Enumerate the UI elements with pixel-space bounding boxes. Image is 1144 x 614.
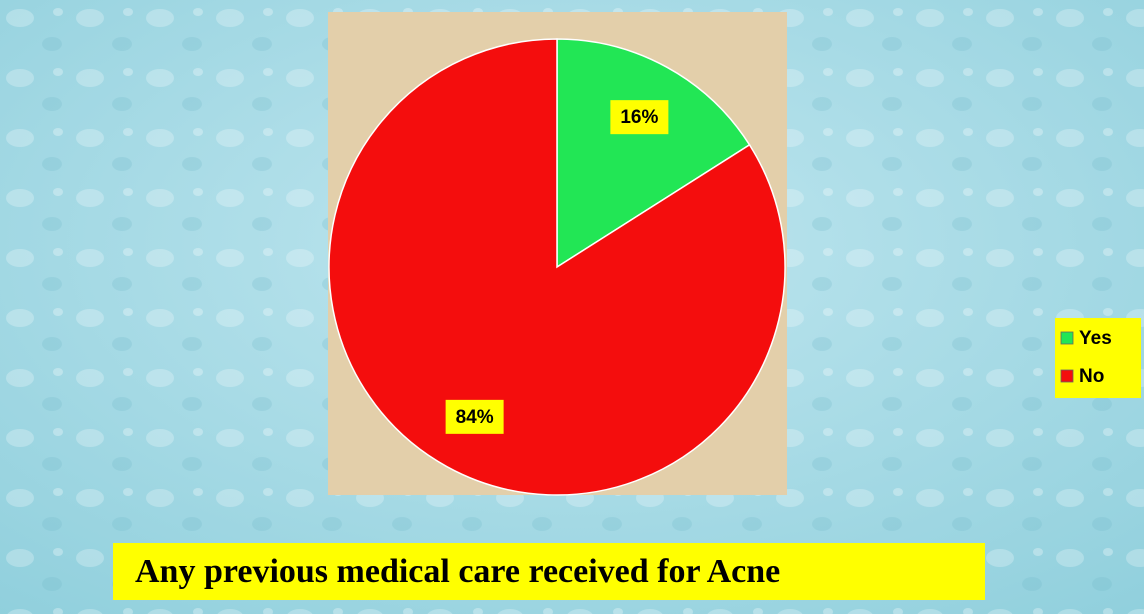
legend-swatch	[1060, 331, 1074, 345]
legend-label: No	[1079, 366, 1104, 387]
data-label: 84%	[456, 407, 494, 428]
data-label: 16%	[620, 107, 658, 128]
data-label-box	[610, 100, 669, 135]
pie: 16% 84%	[328, 38, 786, 496]
legend-label: Yes	[1079, 328, 1112, 349]
data-label-box	[445, 399, 504, 434]
legend-box	[1055, 318, 1141, 398]
title-box	[113, 543, 985, 600]
legend: Yes No	[1055, 318, 1141, 398]
pie-slice	[556, 38, 751, 269]
legend-swatch	[1060, 369, 1074, 383]
chart-title: Any previous medical care received for A…	[135, 553, 780, 590]
pie-slice	[328, 38, 786, 496]
